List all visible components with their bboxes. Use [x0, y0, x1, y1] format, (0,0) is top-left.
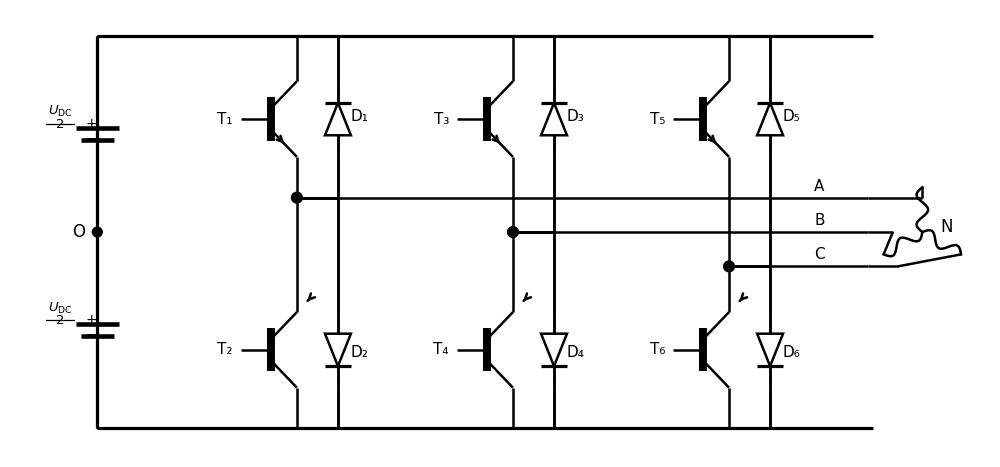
- Circle shape: [508, 226, 518, 237]
- Text: D₅: D₅: [783, 109, 801, 124]
- Text: T₅: T₅: [650, 112, 665, 127]
- Text: T₄: T₄: [433, 342, 449, 357]
- Circle shape: [92, 227, 102, 237]
- Polygon shape: [757, 334, 783, 366]
- Polygon shape: [541, 103, 567, 135]
- Text: D₂: D₂: [351, 345, 369, 361]
- Text: T₂: T₂: [217, 342, 233, 357]
- Text: C: C: [814, 248, 825, 262]
- Text: N: N: [940, 218, 953, 236]
- Polygon shape: [541, 334, 567, 366]
- Text: $U_\mathrm{DC}$: $U_\mathrm{DC}$: [48, 300, 72, 316]
- Circle shape: [291, 192, 302, 203]
- Polygon shape: [325, 334, 351, 366]
- Text: +: +: [86, 313, 97, 327]
- Text: −: −: [86, 328, 97, 342]
- Text: O: O: [73, 223, 86, 241]
- Text: −: −: [86, 132, 97, 146]
- Text: $U_\mathrm{DC}$: $U_\mathrm{DC}$: [48, 104, 72, 119]
- Text: D₁: D₁: [351, 109, 369, 124]
- Text: T₁: T₁: [217, 112, 233, 127]
- Text: B: B: [814, 213, 825, 228]
- Polygon shape: [325, 103, 351, 135]
- Circle shape: [724, 261, 734, 272]
- Text: 2: 2: [56, 118, 64, 131]
- Text: +: +: [86, 117, 97, 131]
- Text: T₃: T₃: [434, 112, 449, 127]
- Text: D₆: D₆: [783, 345, 801, 361]
- Polygon shape: [757, 103, 783, 135]
- Text: D₃: D₃: [567, 109, 585, 124]
- Text: D₄: D₄: [567, 345, 585, 361]
- Text: 2: 2: [56, 314, 64, 327]
- Text: T₆: T₆: [650, 342, 665, 357]
- Text: A: A: [814, 179, 825, 194]
